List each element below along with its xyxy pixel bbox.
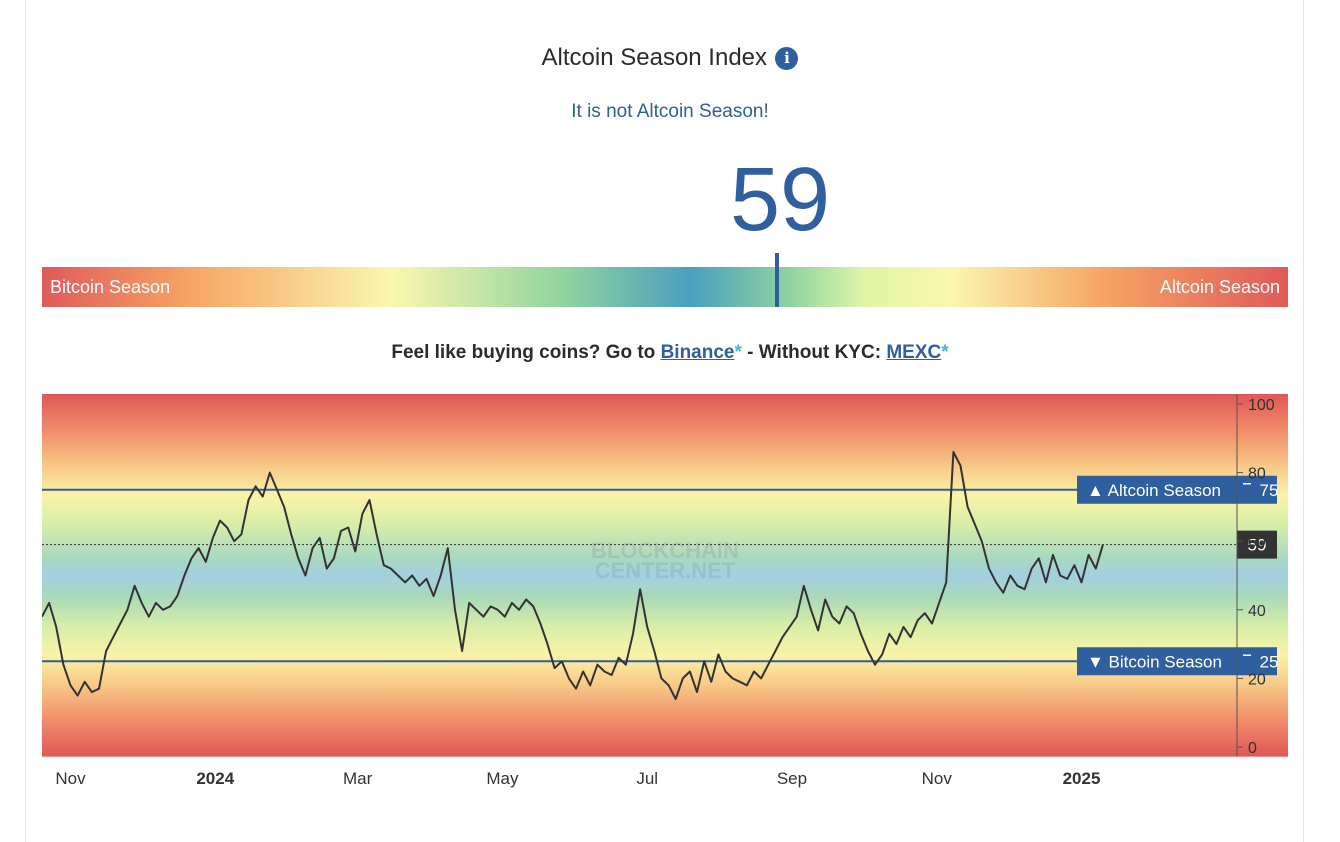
title-row: Altcoin Season Index i (0, 44, 1340, 72)
altcoin-season-badge-value: 75 (1260, 481, 1279, 500)
altcoin-season-badge (1077, 475, 1277, 504)
index-card (25, 0, 1304, 842)
chart-background (42, 394, 1288, 757)
x-tick-label: Mar (343, 769, 373, 788)
y-tick-label: 20 (1248, 671, 1266, 688)
altcoin-season-badge-label: ▲ Altcoin Season (1087, 481, 1221, 500)
gauge-altcoin-season-label: Altcoin Season (1159, 277, 1280, 297)
y-tick-label: 60 (1248, 534, 1266, 551)
bitcoin-season-badge-label: ▼ Bitcoin Season (1087, 652, 1222, 671)
y-tick-label: 100 (1248, 397, 1275, 414)
info-icon[interactable]: i (775, 46, 799, 70)
season-status-text: It is not Altcoin Season! (571, 101, 769, 122)
page-title: Altcoin Season Index (541, 44, 768, 71)
x-tick-label: May (486, 769, 519, 788)
y-tick-label: 80 (1248, 466, 1266, 483)
gauge-marker (775, 253, 779, 307)
bitcoin-season-badge (1077, 647, 1277, 676)
current-index-value: 59 (729, 150, 831, 250)
promo-prefix: Feel like buying coins? Go to (391, 342, 656, 363)
season-gauge: Bitcoin Season Altcoin Season (42, 253, 1288, 307)
watermark-line-1: BLOCKCHAIN (591, 538, 739, 563)
bitcoin-season-badge-value: 25 (1260, 652, 1279, 671)
gauge-bitcoin-season-label: Bitcoin Season (50, 277, 171, 297)
binance-link[interactable]: Binance (660, 342, 735, 363)
mexc-link[interactable]: MEXC (886, 342, 942, 363)
binance-star: * (734, 342, 742, 363)
x-tick-label: 2025 (1063, 769, 1101, 788)
current-value-badge-label: 59 (1248, 536, 1267, 555)
x-tick-label: Sep (777, 769, 807, 788)
current-value-badge (1237, 530, 1277, 559)
promo-line: Feel like buying coins? Go to Binance* -… (0, 342, 1340, 364)
x-tick-label: Nov (55, 769, 86, 788)
promo-middle: - Without KYC: (747, 342, 882, 363)
x-tick-label: 2024 (196, 769, 234, 788)
x-tick-label: Nov (922, 769, 953, 788)
series-line (42, 451, 1104, 700)
y-tick-label: 0 (1248, 740, 1257, 757)
watermark-line-2: CENTER.NET (595, 558, 736, 583)
y-tick-label: 40 (1248, 603, 1266, 620)
x-tick-label: Jul (636, 769, 658, 788)
mexc-star: * (941, 342, 949, 363)
